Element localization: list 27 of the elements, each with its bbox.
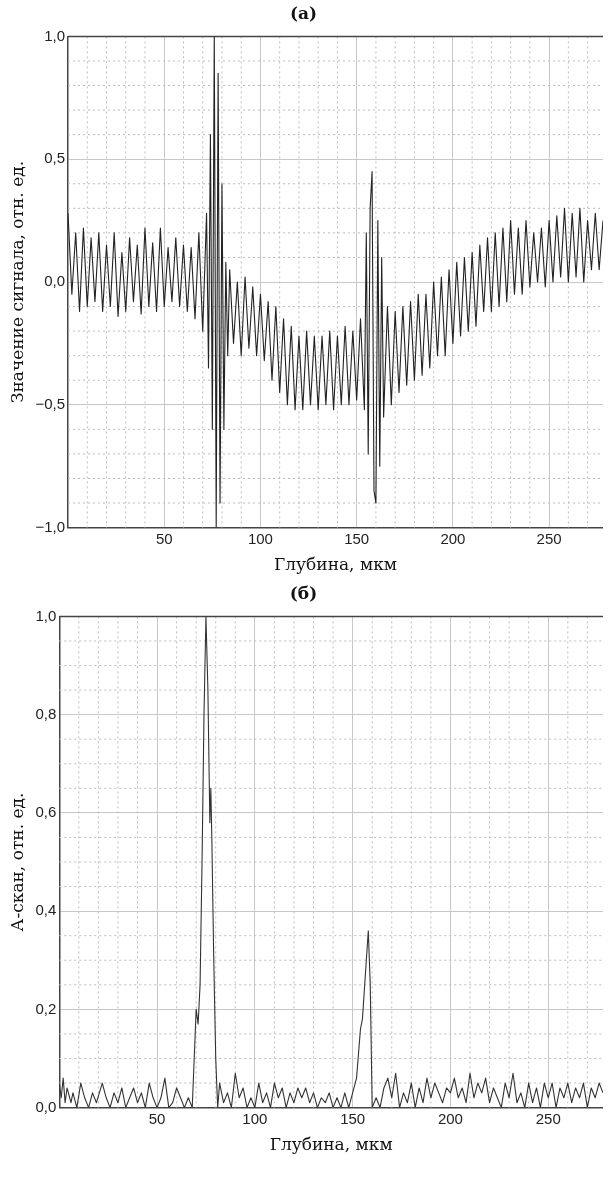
y-tick-label: −1,0 — [35, 517, 66, 535]
chart-title: (б) — [289, 582, 318, 603]
chart-title: (a) — [289, 2, 318, 23]
x-tick-label: 200 — [437, 1109, 463, 1127]
x-tick-label: 100 — [247, 529, 273, 547]
x-tick-label: 150 — [344, 529, 370, 547]
y-tick-label: 0,6 — [35, 803, 57, 821]
x-tick-label: 150 — [340, 1109, 366, 1127]
y-tick-label: 0,2 — [35, 999, 57, 1017]
y-tick-label: 1,0 — [44, 26, 66, 44]
x-tick-label: 100 — [242, 1109, 268, 1127]
x-tick-label: 250 — [536, 529, 562, 547]
y-tick-label: 0,5 — [44, 149, 66, 167]
x-axis-title: Глубина, мкм — [269, 1134, 393, 1155]
x-tick-label: 250 — [535, 1109, 561, 1127]
x-tick-label: 50 — [148, 1109, 166, 1127]
y-tick-label: 0,0 — [44, 272, 66, 290]
x-tick-label: 200 — [440, 529, 466, 547]
y-tick-label: 0,0 — [35, 1097, 57, 1115]
y-axis-title: Значение сигнала, отн. ед. — [6, 160, 27, 404]
x-tick-label: 50 — [155, 529, 173, 547]
x-axis-title: Глубина, мкм — [274, 554, 397, 575]
y-tick-label: −0,5 — [35, 394, 66, 412]
y-tick-label: 1,0 — [35, 606, 57, 624]
y-axis-title: А-скан, отн. ед. — [6, 792, 27, 932]
y-tick-label: 0,8 — [35, 704, 57, 722]
y-tick-label: 0,4 — [35, 901, 57, 919]
